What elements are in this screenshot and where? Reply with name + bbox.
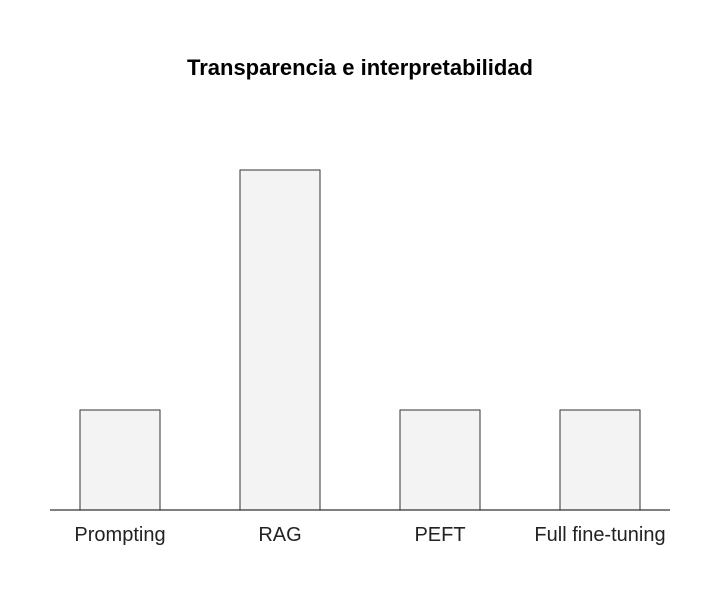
bars-group — [79, 169, 641, 511]
x-tick-label: PEFT — [414, 524, 465, 546]
x-tick-label: RAG — [258, 524, 301, 546]
bar-full-fine-tuning — [559, 409, 641, 511]
bar-prompting — [79, 409, 161, 511]
chart-title: Transparencia e interpretabilidad — [187, 55, 533, 80]
x-tick-labels: Prompting RAG PEFT Full fine-tuning — [74, 524, 665, 546]
x-tick-label: Prompting — [74, 524, 165, 546]
x-tick-label: Full fine-tuning — [534, 524, 665, 546]
bar-peft — [399, 409, 481, 511]
bar-rag — [239, 169, 321, 511]
